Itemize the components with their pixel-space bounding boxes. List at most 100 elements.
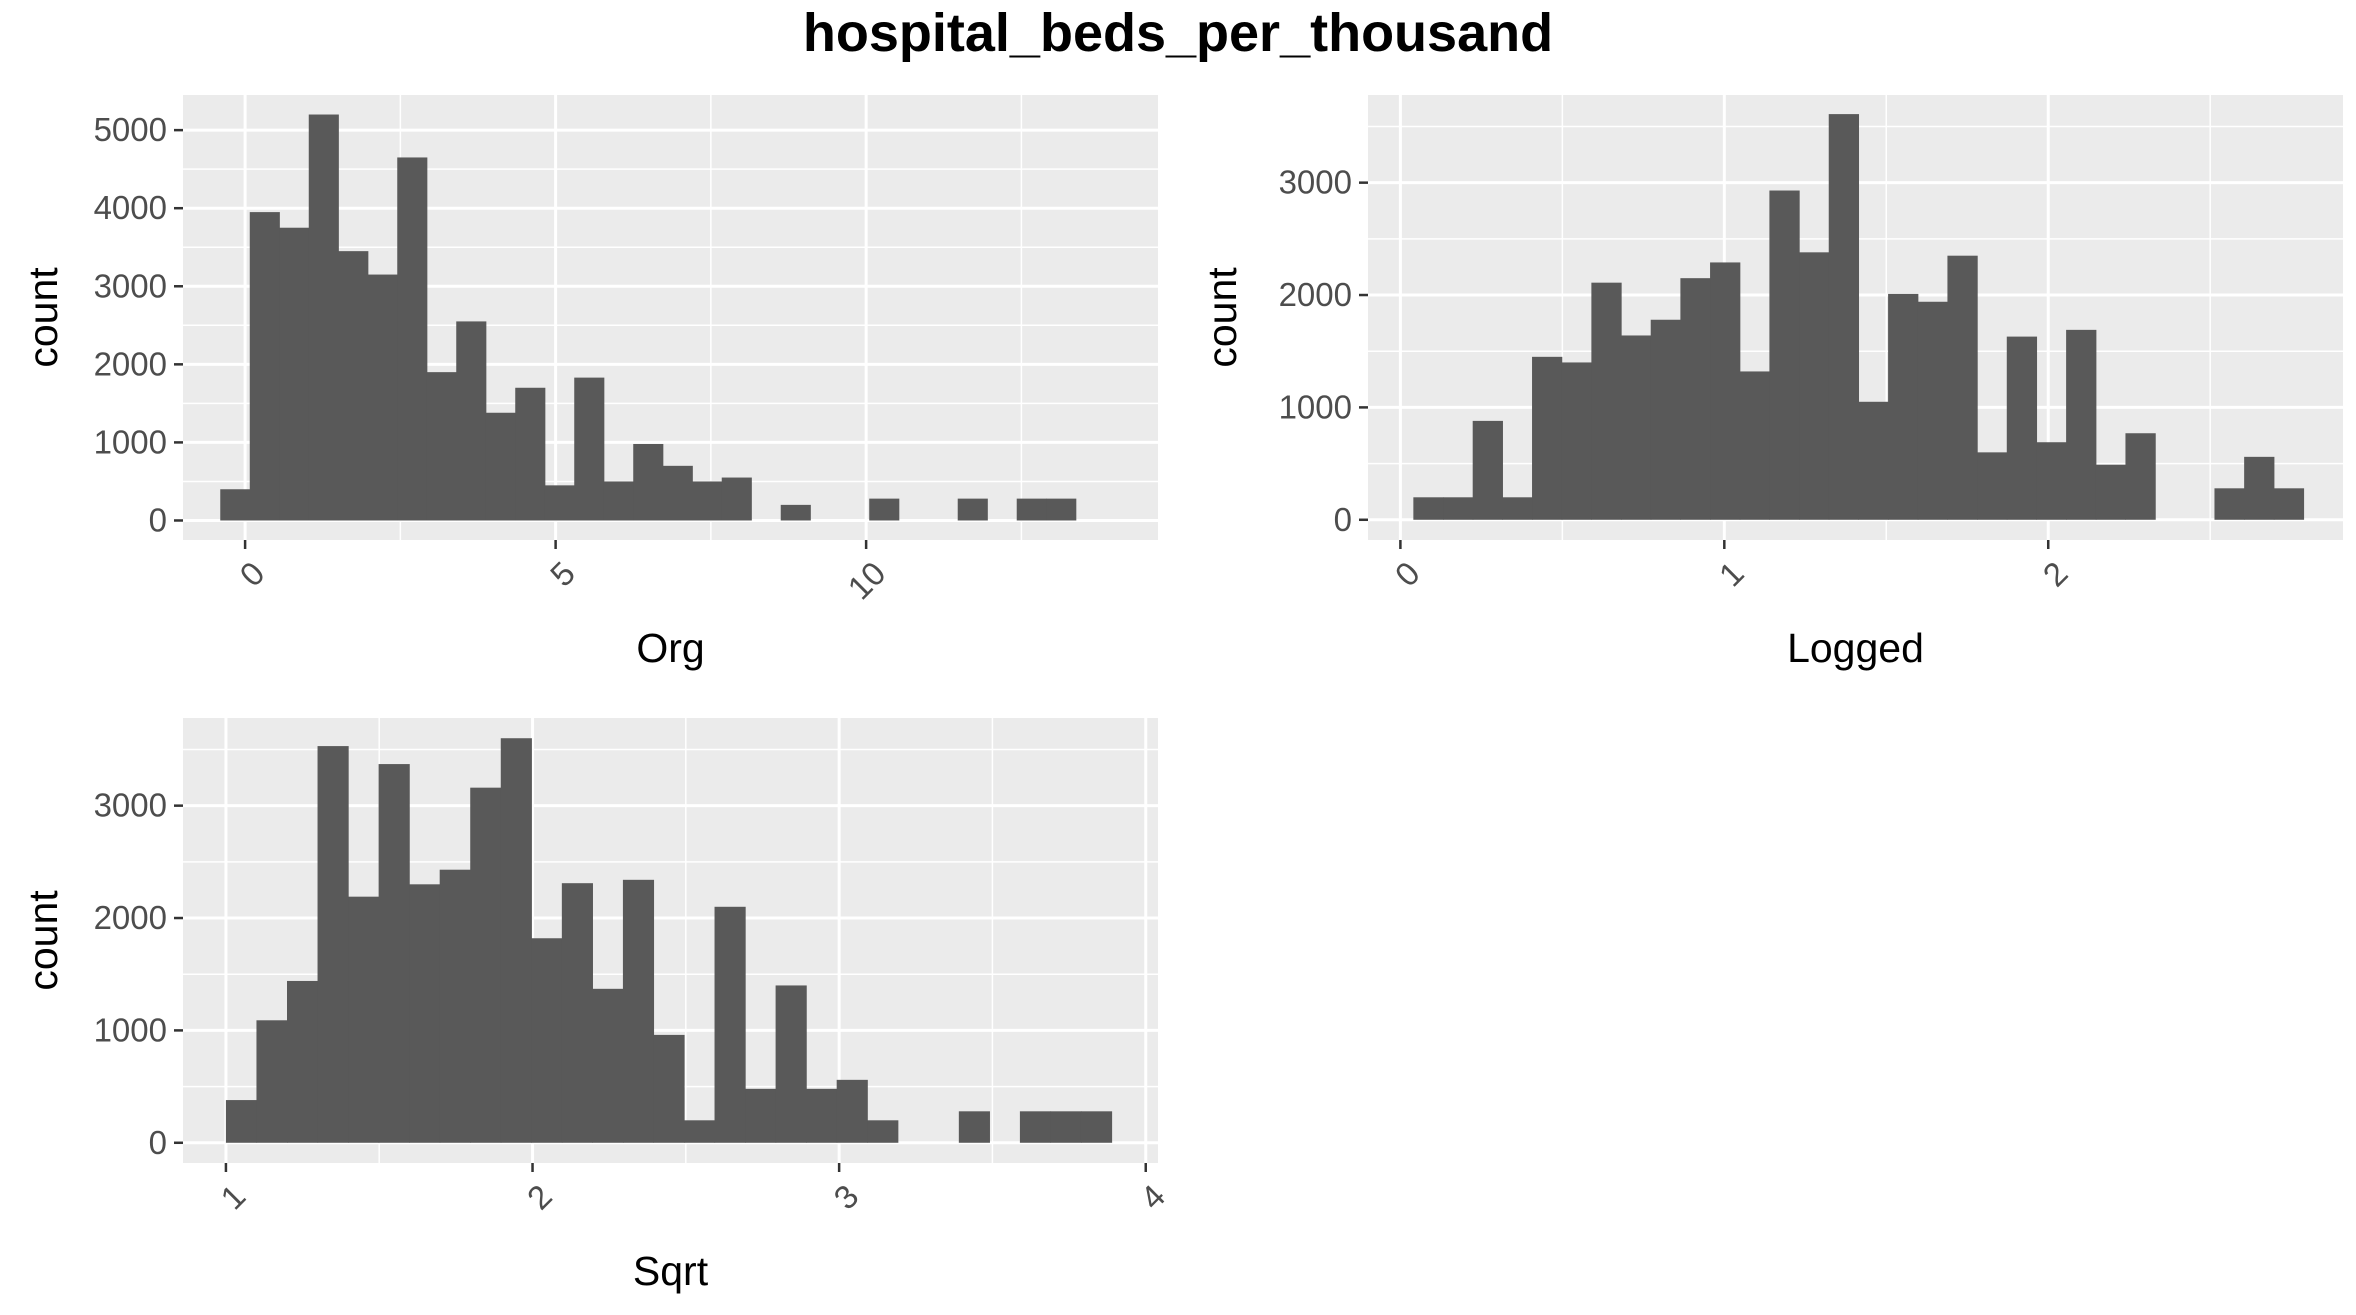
histogram-bar [775,985,807,1143]
histogram-bar [1019,1111,1052,1143]
y-tick-label: 1000 [1279,388,1352,425]
histogram-bar [2066,329,2097,520]
x-tick-label: 2 [2036,554,2075,593]
histogram-bar [1947,255,1978,520]
histogram-bar [1443,497,1474,520]
y-tick-label: 2000 [94,899,167,936]
histogram-bar [653,1034,685,1143]
histogram-bar [869,498,900,521]
x-tick-label: 3 [826,1177,865,1216]
histogram-bar [317,746,349,1143]
histogram-bar [426,372,457,521]
histogram-bar [592,988,624,1143]
histogram-bar [1799,252,1830,520]
histogram-bar [256,1020,288,1143]
histogram-bar [2214,488,2245,520]
histogram-bar [633,443,664,521]
histogram-bar [1977,452,2008,520]
y-tick-label: 3000 [1279,164,1352,201]
histogram-bar [456,321,487,521]
histogram-bar [2125,433,2156,520]
histogram-bar [1917,301,1949,520]
y-axis-title-org: count [20,267,66,368]
histogram-bar [692,481,723,521]
histogram-bar [1858,401,1889,520]
histogram-bar [225,1100,258,1143]
histogram-bar [378,764,410,1143]
x-tick-label: 1 [213,1177,252,1216]
histogram-panel-sqrt: 0 1000 2000 3000 1 2 3 4 Sqrt count [20,718,1172,1294]
histogram-bar [1621,335,1652,520]
histogram-bar [485,412,516,521]
histogram-bar [1050,1111,1082,1143]
figure-title: hospital_beds_per_thousand [803,3,1553,63]
histogram-bar [721,477,752,521]
y-tick-label: 3000 [94,267,167,304]
histogram-bar [1680,278,1711,520]
histogram-bar [1888,293,1919,520]
histogram-bar [348,896,380,1143]
histogram-panel-org: 0 1000 2000 3000 4000 5000 0 5 10 Org count [20,95,1158,671]
histogram-bar [603,481,634,521]
histogram-panel-logged: 0 1000 2000 3000 0 1 2 Logged count [1199,95,2343,671]
y-tick-label: 2000 [1279,276,1352,313]
histogram-bar [1828,114,1860,520]
histogram-bar [220,489,251,521]
histogram-bar [1591,282,1622,520]
y-tick-label: 1000 [94,1011,167,1048]
x-tick-label: 0 [1388,554,1427,593]
histogram-bar [836,1079,868,1143]
y-tick-label: 5000 [94,111,167,148]
histogram-bar [308,114,339,521]
y-tick-label: 0 [1334,501,1352,538]
histogram-bar [1080,1111,1113,1143]
histogram-bar [2036,442,2067,520]
histogram-bar [470,787,502,1143]
y-tick-label: 2000 [94,345,167,382]
histogram-bar [780,504,811,521]
x-tick-label: 4 [1133,1177,1172,1216]
histogram-bar [622,879,655,1143]
y-axis-title-sqrt: count [20,890,66,991]
y-tick-label: 1000 [94,423,167,460]
x-tick-label: 10 [840,554,892,606]
histogram-bar [500,738,532,1143]
y-tick-label: 4000 [94,189,167,226]
x-tick-label: 0 [232,554,271,593]
histogram-bar [2006,336,2038,520]
x-axis-title-logged: Logged [1787,625,1924,671]
y-tick-label: 3000 [94,787,167,824]
histogram-bar [397,157,428,521]
histogram-bar [662,465,693,521]
histogram-bar [279,227,310,521]
histogram-bar [574,377,605,521]
histogram-bar [1769,190,1800,520]
histogram-bar [2244,456,2275,520]
histogram-bar [1710,262,1741,520]
y-tick-label: 0 [149,1124,167,1161]
histogram-bar [367,274,398,521]
x-tick-label: 5 [543,554,582,593]
histogram-bar [515,387,546,521]
histogram-bar [683,1120,716,1143]
x-axis-title-sqrt: Sqrt [633,1248,709,1294]
histogram-bar [958,1111,990,1143]
histogram-bar [1561,362,1592,520]
x-axis-title-org: Org [636,625,704,671]
histogram-bar [867,1120,899,1143]
y-tick-label: 0 [149,501,167,538]
histogram-bar [2095,464,2127,520]
histogram-bar [561,883,593,1143]
histogram-bar [745,1088,777,1143]
histogram-bar [338,251,369,521]
histogram-bar [1650,319,1681,520]
histogram-bar [1472,420,1503,520]
histogram-bar [287,980,319,1143]
histogram-bar [249,212,280,521]
histogram-bar [1532,356,1563,520]
histogram-bar [714,906,746,1143]
histogram-bar [544,485,575,521]
x-tick-label: 2 [520,1177,559,1216]
histogram-bar [1502,497,1533,520]
